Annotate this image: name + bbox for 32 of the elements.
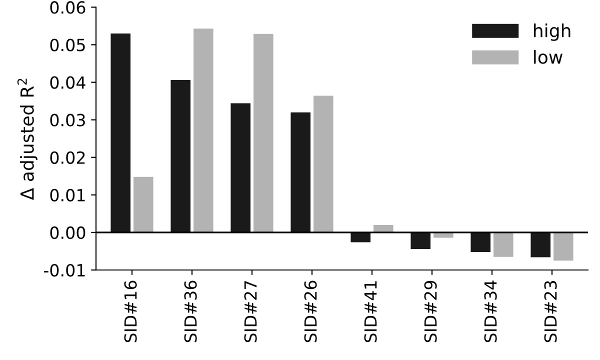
- bar: [254, 34, 274, 232]
- y-tick-label: 0.00: [50, 226, 86, 240]
- legend-label: low: [534, 50, 562, 64]
- bar: [410, 232, 430, 249]
- bar: [554, 232, 574, 261]
- x-tick-label: SID#23: [544, 281, 557, 342]
- bar: [230, 103, 250, 232]
- bar: [470, 232, 490, 252]
- y-tick-label: 0.01: [50, 188, 85, 202]
- legend-label: high: [534, 23, 570, 41]
- bar: [290, 112, 310, 232]
- bar: [110, 33, 130, 232]
- bar: [530, 232, 550, 258]
- x-tick-label: SID#26: [304, 280, 317, 342]
- y-tick-label: 0.06: [50, 1, 86, 14]
- y-tick-label: -0.01: [44, 264, 85, 277]
- bar: [494, 232, 514, 257]
- y-tick-label: 0.04: [50, 76, 86, 89]
- y-tick-label: 0.03: [50, 114, 85, 126]
- x-tick-label: SID#41: [364, 281, 377, 342]
- bar: [314, 96, 334, 232]
- y-tick-label: 0.05: [50, 38, 85, 52]
- x-tick-label: SID#16: [124, 280, 137, 342]
- x-tick-label: SID#29: [424, 280, 437, 342]
- bar: [194, 28, 214, 232]
- x-tick-label: SID#27: [244, 281, 257, 342]
- y-tick-label: 0.02: [50, 151, 85, 164]
- bar: [170, 80, 190, 232]
- x-tick-label: SID#36: [184, 280, 197, 342]
- bar: [134, 176, 154, 232]
- x-tick-label: SID#34: [484, 280, 497, 342]
- y-axis-title: Δ adjusted R$^{2}$: [17, 78, 38, 200]
